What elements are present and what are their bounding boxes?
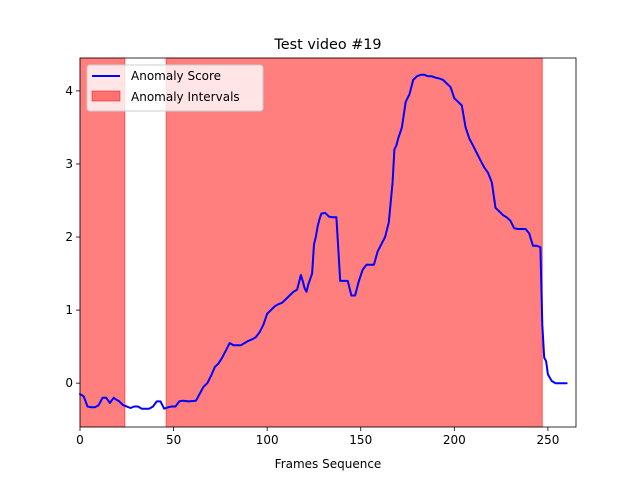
legend-label-intervals: Anomaly Intervals bbox=[131, 90, 240, 104]
anomaly-score-series bbox=[79, 73, 568, 410]
y-tick-label: 0 bbox=[65, 376, 73, 390]
legend-patch-swatch bbox=[91, 90, 121, 102]
x-tick-label: 50 bbox=[166, 433, 181, 447]
y-ticks: 0 1 2 3 4 bbox=[65, 84, 80, 390]
y-tick-label: 2 bbox=[65, 230, 73, 244]
x-tick-label: 250 bbox=[536, 433, 559, 447]
x-ticks: 0 50 100 150 200 250 bbox=[76, 427, 559, 447]
legend: Anomaly Score Anomaly Intervals bbox=[86, 64, 264, 112]
axes bbox=[79, 57, 577, 428]
legend-label-score: Anomaly Score bbox=[131, 69, 221, 83]
anomaly-interval-1 bbox=[165, 57, 543, 428]
anomaly-bands bbox=[79, 57, 543, 428]
x-tick-label: 0 bbox=[76, 433, 84, 447]
x-tick-label: 150 bbox=[349, 433, 372, 447]
plot-frame bbox=[79, 57, 577, 428]
y-tick-label: 1 bbox=[65, 303, 73, 317]
x-axis-title: Frames Sequence bbox=[275, 457, 382, 471]
x-tick-label: 100 bbox=[256, 433, 279, 447]
y-tick-label: 3 bbox=[65, 157, 73, 171]
legend-box bbox=[86, 64, 264, 112]
y-tick-label: 4 bbox=[65, 84, 73, 98]
anomaly-interval-0 bbox=[79, 57, 126, 428]
chart-title: Test video #19 bbox=[273, 37, 381, 53]
x-tick-label: 200 bbox=[443, 433, 466, 447]
anomaly-score-line bbox=[79, 73, 568, 410]
